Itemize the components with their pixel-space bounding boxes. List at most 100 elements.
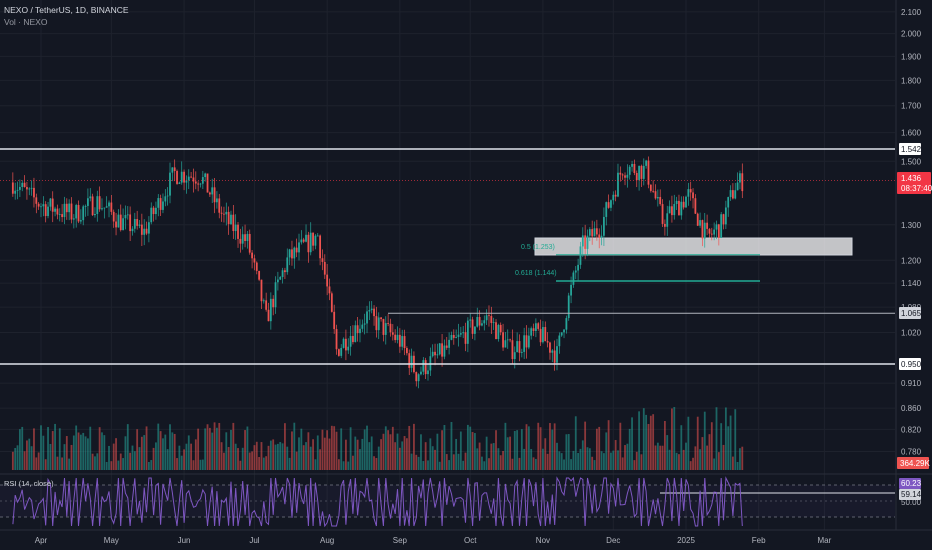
candle-body: [603, 216, 605, 236]
volume-bar: [72, 435, 75, 470]
candle-body: [570, 284, 572, 296]
volume-bar: [659, 445, 662, 470]
candle-body: [354, 325, 357, 343]
candle-body: [450, 335, 453, 340]
candle-body: [380, 317, 382, 320]
volume-bar: [70, 444, 73, 470]
volume-bar: [563, 459, 565, 470]
volume-bar: [87, 438, 89, 470]
volume-bar: [553, 423, 556, 470]
volume-bar: [656, 442, 659, 470]
volume-bar: [288, 457, 291, 470]
price-tag: 1.436 08:37:40: [897, 172, 932, 194]
volume-bar: [471, 432, 474, 470]
candle-body: [628, 166, 631, 175]
volume-bar: [527, 426, 530, 470]
volume-bar: [678, 454, 680, 470]
candle-body: [89, 196, 92, 199]
candle-body: [300, 239, 303, 243]
candle-body: [63, 203, 66, 218]
candle-body: [532, 328, 535, 332]
volume-bar: [157, 423, 160, 470]
volume-bar: [441, 430, 443, 470]
candle-body: [281, 270, 284, 278]
volume-bar: [298, 437, 300, 470]
candle-body: [14, 190, 17, 194]
candle-body: [715, 224, 718, 230]
candle-body: [499, 324, 502, 333]
candle-body: [588, 229, 591, 236]
volume-bar: [337, 459, 340, 470]
candle-body: [448, 339, 451, 348]
volume-bar: [434, 449, 436, 470]
candle-body: [591, 229, 594, 237]
candle-body: [328, 286, 331, 294]
candle-body: [180, 171, 183, 183]
volume-bar: [178, 445, 181, 470]
volume-bar: [692, 457, 694, 470]
candle-body: [213, 187, 216, 203]
candle-body: [509, 339, 511, 341]
volume-bar: [438, 461, 441, 470]
candle-body: [225, 211, 228, 215]
date-tick-label: Nov: [536, 536, 550, 545]
candle-body: [565, 318, 568, 330]
volume-bar: [544, 438, 547, 470]
candle-body: [279, 277, 282, 280]
candle-body: [694, 198, 697, 214]
volume-bar: [417, 456, 420, 470]
candle-body: [621, 174, 624, 176]
candle-body: [511, 340, 514, 360]
candle-body: [581, 235, 584, 247]
price-tick-label: 2.000: [901, 30, 922, 39]
volume-bar: [185, 443, 188, 470]
candle-body: [333, 311, 336, 330]
candle-body: [169, 172, 171, 196]
candle-body: [173, 167, 176, 172]
candle-body: [492, 322, 495, 324]
volume-bar: [293, 422, 296, 470]
volume-bar: [445, 454, 448, 470]
volume-bar: [549, 423, 551, 470]
candle-body: [624, 175, 626, 178]
volume-bar: [483, 461, 486, 470]
symbol-title: NEXO / TetherUS, 1D, BINANCE: [4, 5, 129, 15]
volume-bar: [11, 451, 14, 470]
volume-bar: [239, 460, 242, 470]
volume-bar: [300, 428, 303, 470]
volume-bar: [516, 430, 519, 470]
volume-bar: [345, 439, 347, 470]
volume-bar: [122, 458, 124, 470]
volume-bar: [387, 430, 390, 470]
candle-body: [476, 316, 479, 327]
date-tick-label: May: [104, 536, 119, 545]
volume-bar: [35, 457, 38, 470]
volume-bar: [685, 442, 687, 470]
candle-body: [291, 249, 293, 259]
candle-body: [530, 328, 533, 336]
price-tick-label: 1.700: [901, 102, 922, 111]
candle-body: [94, 213, 96, 216]
candle-body: [220, 212, 223, 214]
rsi-axis-mid: 50.00: [901, 498, 922, 507]
candle-body: [736, 182, 739, 191]
candle-body: [710, 233, 713, 235]
volume-bar: [490, 443, 493, 470]
candle-body: [598, 234, 601, 238]
candle-body: [708, 228, 711, 234]
volume-bar: [333, 426, 336, 470]
candle-body: [706, 222, 709, 229]
volume-bar: [382, 433, 385, 470]
volume-bar: [312, 439, 314, 470]
candle-body: [685, 196, 687, 208]
volume-bar: [631, 417, 633, 470]
volume-bar: [570, 459, 572, 470]
candle-body: [485, 315, 488, 321]
candle-body: [70, 203, 73, 220]
candle-body: [607, 202, 610, 208]
volume-bar: [176, 458, 178, 470]
candle-body: [699, 220, 701, 226]
volume-bar: [208, 427, 211, 470]
candle-body: [309, 232, 312, 253]
